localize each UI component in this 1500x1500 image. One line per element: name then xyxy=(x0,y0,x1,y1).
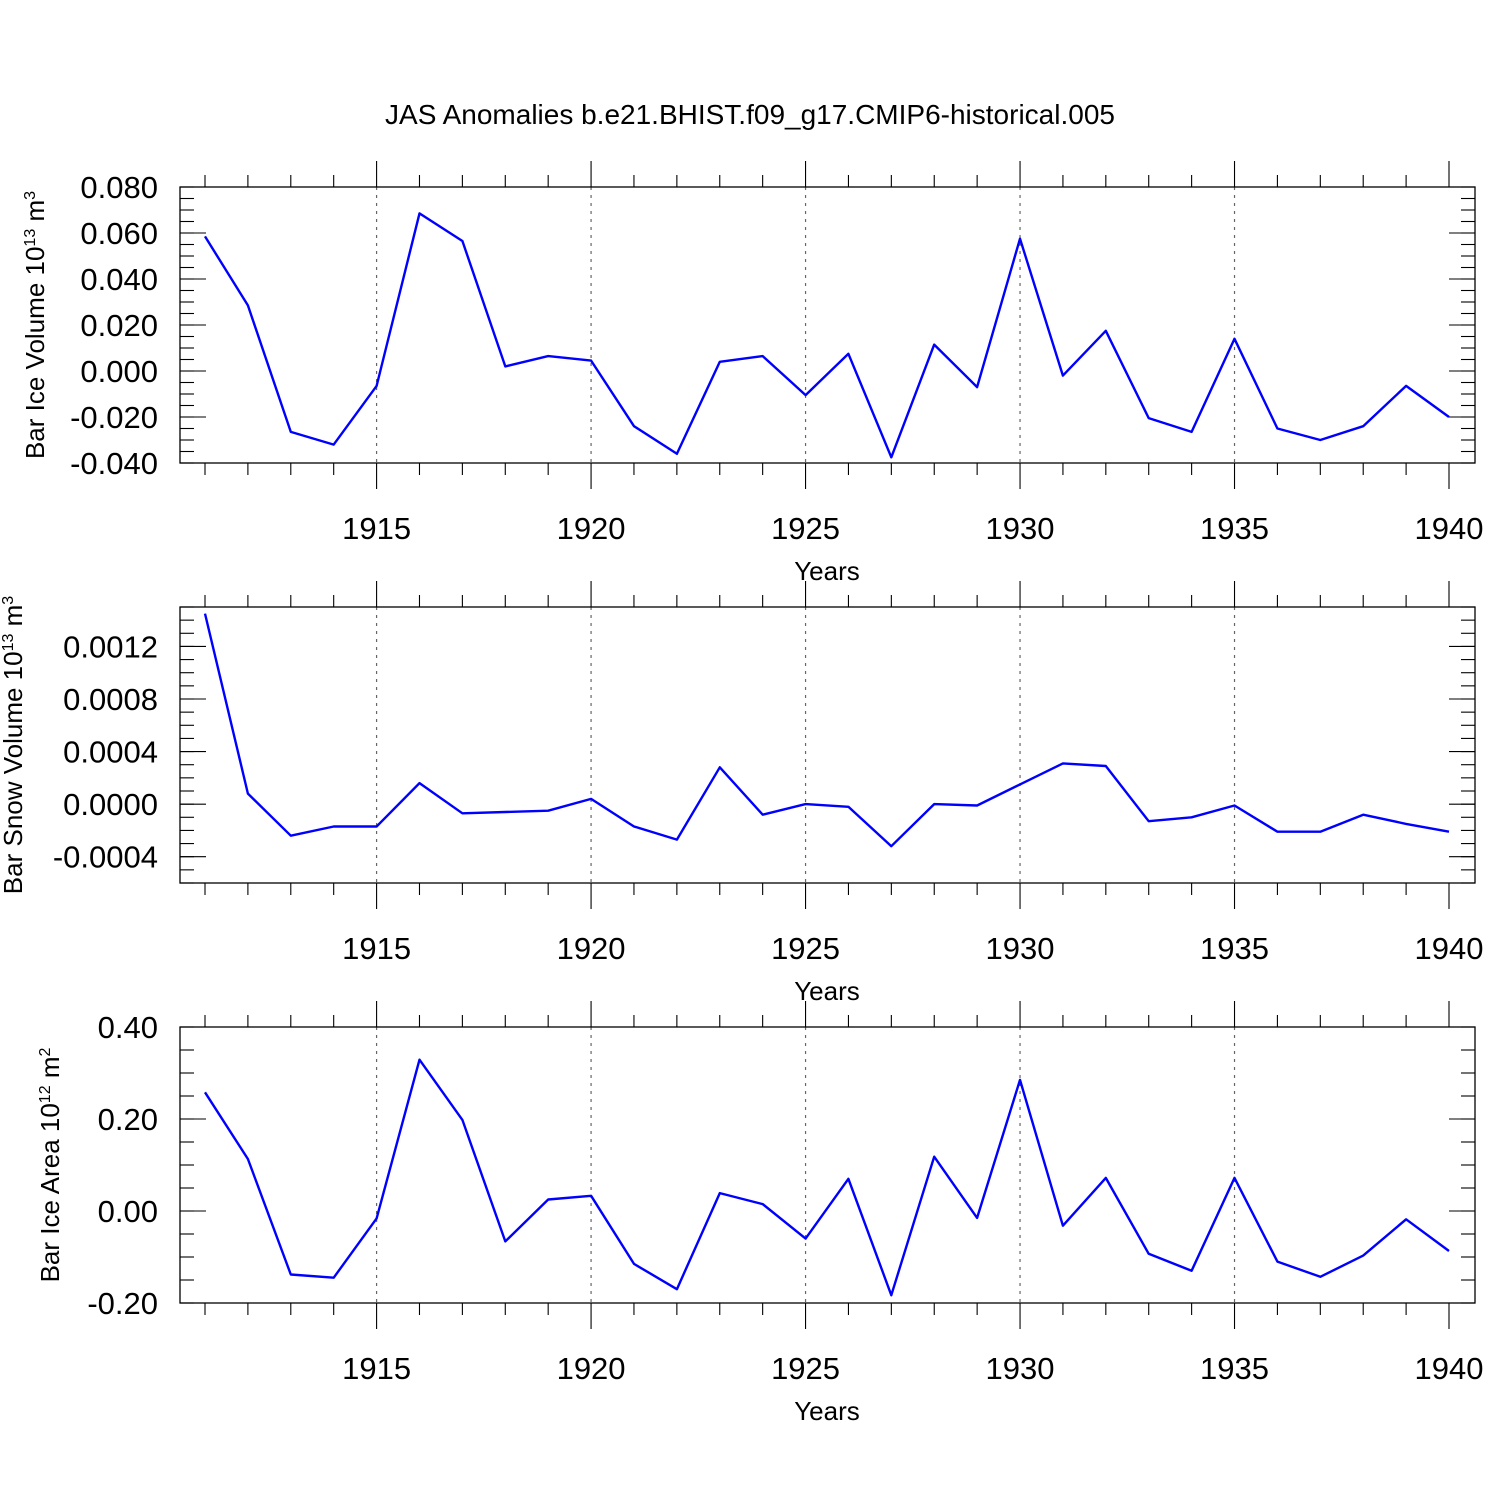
y-tick-label: 0.020 xyxy=(80,308,158,343)
y-axis-label: Bar Ice Volume 1013 m3 xyxy=(20,191,50,459)
x-tick-label: 1915 xyxy=(342,1351,411,1386)
y-tick-label: 0.0008 xyxy=(63,682,158,717)
x-tick-label: 1920 xyxy=(557,511,626,546)
x-tick-label: 1930 xyxy=(986,511,1055,546)
x-axis-label: Years xyxy=(794,556,860,586)
panel-3: -0.20 0.00 0.20 0.40 1915 1920 1925 1930 1935 194… xyxy=(35,1001,1483,1426)
x-tick-label: 1925 xyxy=(771,511,840,546)
y-axis-label: Bar Ice Area 1012 m2 xyxy=(35,1047,65,1282)
x-tick-label: 1925 xyxy=(771,1351,840,1386)
y-tick-label: 0.040 xyxy=(80,262,158,297)
x-tick-label: 1940 xyxy=(1415,931,1484,966)
x-tick-label: 1930 xyxy=(986,1351,1055,1386)
x-tick-label: 1915 xyxy=(342,511,411,546)
series-line-2 xyxy=(203,613,1450,848)
y-tick-label: 0.080 xyxy=(80,170,158,205)
y-tick-label: 0.000 xyxy=(80,354,158,389)
x-tick-label: 1935 xyxy=(1200,1351,1269,1386)
x-tick-label: 1935 xyxy=(1200,931,1269,966)
y-tick-label: -0.0004 xyxy=(53,840,158,875)
panel-1: -0.040 -0.020 0.000 0.020 0.040 0.060 0.080 191… xyxy=(20,161,1483,586)
series-line-3 xyxy=(203,1058,1450,1297)
y-tick-label: 0.0000 xyxy=(63,787,158,822)
y-tick-label: 0.0012 xyxy=(63,629,158,664)
x-tick-label: 1940 xyxy=(1415,511,1484,546)
plot-frame xyxy=(179,606,1476,884)
x-tick-label: 1915 xyxy=(342,931,411,966)
y-tick-label: 0.20 xyxy=(98,1102,158,1137)
y-tick-label: 0.40 xyxy=(98,1010,158,1045)
y-tick-label: 0.0004 xyxy=(63,735,158,770)
plot-frame xyxy=(179,186,1476,464)
y-tick-label: 0.00 xyxy=(98,1194,158,1229)
y-tick-label: -0.040 xyxy=(70,446,158,481)
x-tick-label: 1935 xyxy=(1200,511,1269,546)
y-tick-label: 0.060 xyxy=(80,216,158,251)
x-axis-label: Years xyxy=(794,976,860,1006)
x-tick-label: 1940 xyxy=(1415,1351,1484,1386)
panel-2: -0.0004 0.0000 0.0004 0.0008 0.0012 1915 1920 1… xyxy=(0,581,1483,1006)
x-tick-label: 1925 xyxy=(771,931,840,966)
x-axis-label: Years xyxy=(794,1396,860,1426)
series-line-1 xyxy=(203,212,1450,459)
x-tick-label: 1930 xyxy=(986,931,1055,966)
y-tick-label: -0.20 xyxy=(87,1286,158,1321)
y-axis-label: Bar Snow Volume 1013 m3 xyxy=(0,596,28,895)
y-tick-label: -0.020 xyxy=(70,400,158,435)
x-tick-label: 1920 xyxy=(557,931,626,966)
panels: -0.040 -0.020 0.000 0.020 0.040 0.060 0.080 191… xyxy=(0,161,1483,1426)
figure-title: JAS Anomalies b.e21.BHIST.f09_g17.CMIP6-… xyxy=(385,99,1115,130)
x-tick-label: 1920 xyxy=(557,1351,626,1386)
